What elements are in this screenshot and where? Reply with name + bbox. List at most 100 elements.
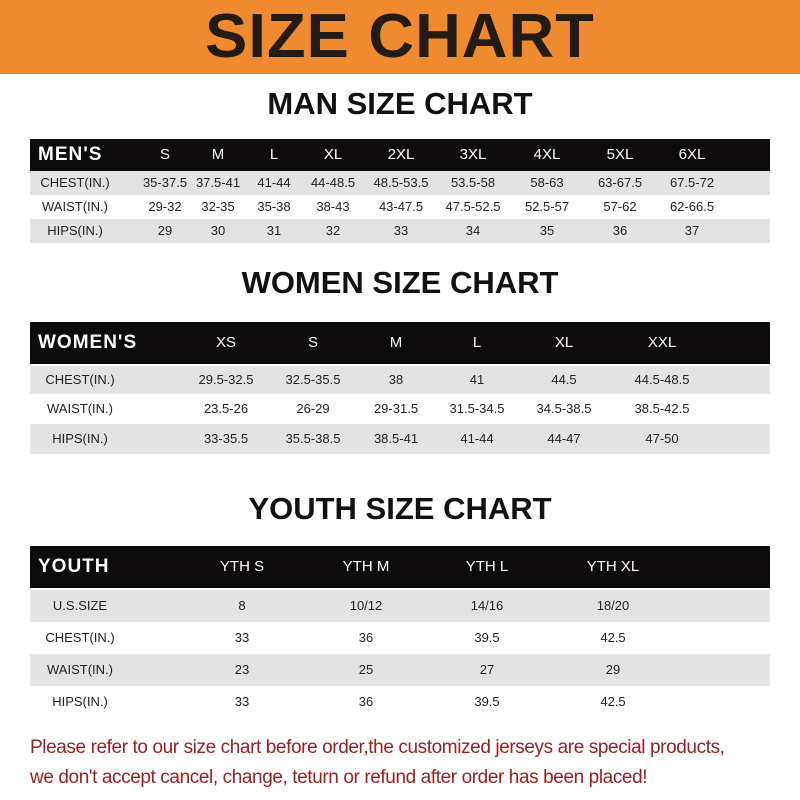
- size-header: 6XL: [678, 146, 706, 163]
- women-header-label: WOMEN'S: [38, 332, 138, 353]
- table-row: CHEST(IN.) 29.5-32.5 32.5-35.5 38 41 44.5 44.5…: [30, 366, 770, 394]
- measurement-value: 31.5-34.5: [449, 401, 505, 416]
- table-row: CHEST(IN.) 33 36 39.5 42.5: [30, 622, 770, 654]
- size-header: YTH S: [219, 558, 265, 575]
- size-header: L: [472, 334, 482, 351]
- size-header: 4XL: [533, 146, 561, 163]
- men-header-label: MEN'S: [38, 144, 103, 165]
- measurement-value: 33: [393, 223, 409, 238]
- measurement-value: 8: [238, 598, 246, 613]
- measurement-value: 39.5: [474, 694, 500, 709]
- size-header: L: [269, 146, 279, 163]
- measurement-value: 29-32: [148, 199, 182, 214]
- measurement-value: 42.5: [600, 630, 626, 645]
- measurement-value: 32.5-35.5: [285, 372, 341, 387]
- measurement-value: 27: [479, 662, 495, 677]
- measurement-value: 53.5-58: [450, 175, 496, 190]
- size-header: YTH L: [465, 558, 509, 575]
- measurement-value: 33: [234, 694, 250, 709]
- measurement-value: 43-47.5: [378, 199, 424, 214]
- measurement-value: 52.5-57: [524, 199, 570, 214]
- measurement-value: 32: [325, 223, 341, 238]
- measurement-value: 42.5: [600, 694, 626, 709]
- measurement-value: 36: [612, 223, 628, 238]
- measurement-value: 30: [210, 223, 226, 238]
- measurement-value: 26-29: [296, 401, 330, 416]
- measurement-value: 37: [684, 223, 700, 238]
- measurement-value: 29: [157, 223, 173, 238]
- measurement-value: 29: [605, 662, 621, 677]
- size-header: M: [389, 334, 403, 351]
- measurement-value: 32-35: [201, 199, 235, 214]
- measurement-value: 35-37.5: [142, 175, 188, 190]
- banner-title: SIZE CHART: [205, 2, 595, 71]
- size-header: S: [159, 146, 171, 163]
- table-row: WAIST(IN.) 23.5-26 26-29 29-31.5 31.5-34.5 34…: [30, 394, 770, 424]
- measurement-value: 34.5-38.5: [536, 401, 592, 416]
- table-row: CHEST(IN.) 35-37.5 37.5-41 41-44 44-48.5 48.5…: [30, 171, 770, 195]
- order-notice-line-1: Please refer to our size chart before or…: [30, 737, 725, 758]
- size-header: M: [211, 146, 225, 163]
- size-header: 5XL: [606, 146, 634, 163]
- measurement-value: 58-63: [530, 175, 564, 190]
- size-header: 3XL: [459, 146, 487, 163]
- measurement-value: 33: [234, 630, 250, 645]
- measurement-label: CHEST(IN.): [45, 372, 115, 387]
- measurement-value: 36: [358, 694, 374, 709]
- measurement-label: U.S.SIZE: [52, 598, 108, 613]
- measurement-value: 44.5-48.5: [634, 372, 690, 387]
- measurement-value: 37.5-41: [195, 175, 241, 190]
- measurement-value: 29.5-32.5: [198, 372, 254, 387]
- men-header-row: MEN'S S M L XL 2XL 3XL 4XL 5XL 6XL: [30, 139, 770, 171]
- size-header: XXL: [647, 334, 677, 351]
- measurement-label: CHEST(IN.): [45, 630, 115, 645]
- measurement-label: HIPS(IN.): [52, 694, 108, 709]
- measurement-value: 38: [388, 372, 404, 387]
- order-notice-line-2: we don't accept cancel, change, teturn o…: [30, 767, 648, 788]
- measurement-label: HIPS(IN.): [52, 431, 108, 446]
- measurement-label: WAIST(IN.): [42, 199, 108, 214]
- size-header: XL: [323, 146, 343, 163]
- measurement-value: 41-44: [257, 175, 291, 190]
- table-row: HIPS(IN.) 33 36 39.5 42.5: [30, 686, 770, 718]
- measurement-value: 67.5-72: [669, 175, 715, 190]
- measurement-value: 23.5-26: [203, 401, 249, 416]
- table-row: HIPS(IN.) 33-35.5 35.5-38.5 38.5-41 41-44 44-…: [30, 424, 770, 454]
- measurement-value: 34: [465, 223, 481, 238]
- measurement-label: WAIST(IN.): [47, 401, 113, 416]
- women-header-row: WOMEN'S XS S M L XL XXL: [30, 322, 770, 364]
- measurement-value: 63-67.5: [597, 175, 643, 190]
- youth-header-row: YOUTH YTH S YTH M YTH L YTH XL: [30, 546, 770, 588]
- measurement-value: 33-35.5: [203, 431, 249, 446]
- measurement-value: 35-38: [257, 199, 291, 214]
- table-row: HIPS(IN.) 29 30 31 32 33 34 35 36 37: [30, 219, 770, 243]
- order-notice: Please refer to our size chart before or…: [30, 733, 790, 793]
- measurement-value: 31: [266, 223, 282, 238]
- measurement-value: 62-66.5: [669, 199, 715, 214]
- measurement-value: 35: [539, 223, 555, 238]
- measurement-value: 57-62: [603, 199, 637, 214]
- size-header: XL: [554, 334, 574, 351]
- size-chart-banner: SIZE CHART: [0, 0, 800, 74]
- measurement-value: 47-50: [645, 431, 679, 446]
- size-header: 2XL: [387, 146, 415, 163]
- size-header: YTH XL: [586, 558, 640, 575]
- size-header: YTH M: [342, 558, 390, 575]
- measurement-value: 14/16: [470, 598, 504, 613]
- table-row: WAIST(IN.) 29-32 32-35 35-38 38-43 43-47.5 47.…: [30, 195, 770, 219]
- table-row: WAIST(IN.) 23 25 27 29: [30, 654, 770, 686]
- measurement-value: 38-43: [316, 199, 350, 214]
- women-chart-title: WOMEN SIZE CHART: [241, 265, 559, 300]
- measurement-value: 38.5-41: [373, 431, 419, 446]
- measurement-value: 25: [358, 662, 374, 677]
- measurement-label: CHEST(IN.): [40, 175, 110, 190]
- measurement-value: 47.5-52.5: [445, 199, 501, 214]
- measurement-value: 39.5: [474, 630, 500, 645]
- measurement-value: 36: [358, 630, 374, 645]
- measurement-value: 41: [469, 372, 485, 387]
- measurement-value: 38.5-42.5: [634, 401, 690, 416]
- measurement-value: 48.5-53.5: [373, 175, 429, 190]
- measurement-value: 10/12: [349, 598, 383, 613]
- measurement-label: HIPS(IN.): [47, 223, 103, 238]
- measurement-value: 44-48.5: [310, 175, 356, 190]
